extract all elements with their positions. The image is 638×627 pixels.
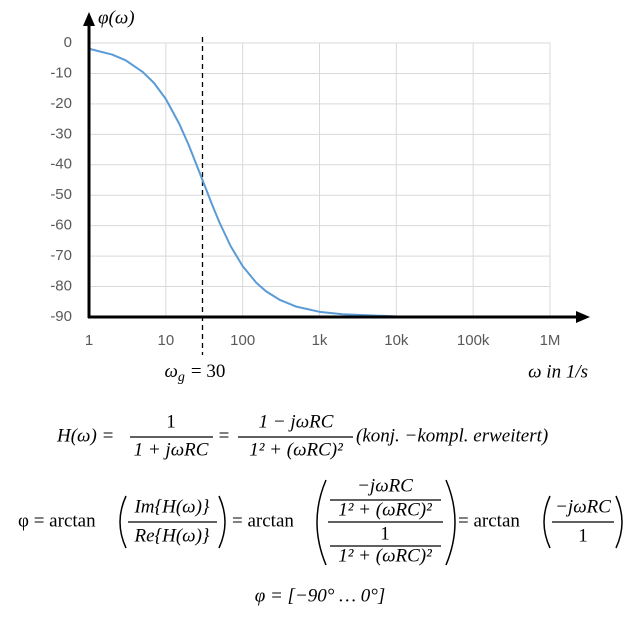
eq-text: = arctan	[232, 510, 294, 531]
y-tick-label: -80	[50, 278, 72, 295]
eq-text: 1 − jωRC	[259, 411, 334, 432]
equation-2: φ = arctan Im{H(ω)} Re{H(ω)} = arctan −j…	[18, 475, 623, 566]
y-tick-label: -50	[50, 186, 72, 203]
eq-text: 1² + (ωRC)²	[338, 499, 432, 520]
annotation-text: ω	[164, 361, 177, 382]
x-axis-label: ω in 1/s	[528, 361, 588, 382]
eq-text: φ = arctan	[18, 510, 96, 531]
x-tick-label: 1k	[312, 332, 328, 349]
eq-text: 1	[578, 525, 588, 546]
y-tick-label: -40	[50, 156, 72, 173]
eq-text: Re{H(ω)}	[133, 525, 209, 546]
eq-text: 1	[166, 411, 176, 432]
eq-text: (konj. −kompl. erweitert)	[356, 425, 548, 446]
eq-text: 1	[380, 523, 390, 544]
x-tick-label: 100	[230, 332, 255, 349]
eq-text: 1² + (ωRC)²	[338, 545, 432, 566]
y-tick-label: -60	[50, 217, 72, 234]
y-tick-label: -70	[50, 247, 72, 264]
eq-text: Im{H(ω)}	[133, 496, 209, 517]
x-tick-label: 1	[85, 332, 93, 349]
x-tick-label: 1M	[540, 332, 561, 349]
y-axis-label: φ(ω)	[98, 7, 135, 28]
chart: 0 -10 -20 -30 -40 -50 -60 -70 -80 -90 1 10 100 1k 10k 1…	[50, 34, 560, 385]
paren	[543, 495, 551, 549]
y-tick-label: -30	[50, 125, 72, 142]
eq-text: = arctan	[458, 510, 520, 531]
equation-3: φ = [−90° … 0°]	[255, 585, 386, 606]
paren	[119, 495, 127, 549]
eq-text: 1² + (ωRC)²	[249, 439, 343, 460]
y-axis-arrow	[83, 12, 95, 26]
equation-1: H(ω) = 1 1 + jωRC = 1 − jωRC 1² + (ωRC)²…	[56, 411, 548, 460]
eq-text: H(ω) =	[56, 425, 114, 446]
y-tick-label: -90	[50, 308, 72, 325]
y-tick-label: -10	[50, 64, 72, 81]
eq-text: 1 + jωRC	[134, 439, 209, 460]
data-line	[88, 47, 397, 318]
annotation-text: = 30	[191, 361, 225, 382]
y-tick-label: -20	[50, 95, 72, 112]
paren	[615, 495, 623, 549]
x-axis-arrow	[576, 311, 590, 323]
annotation-text: g	[178, 370, 185, 385]
eq-text: −jωRC	[555, 496, 611, 517]
eq-text: −jωRC	[357, 475, 413, 496]
annotation-label: ωg = 30	[164, 361, 225, 385]
paren	[316, 479, 327, 566]
x-tick-label: 10k	[384, 332, 409, 349]
eq-text: =	[219, 425, 230, 446]
x-tick-label: 10	[157, 332, 174, 349]
paren	[218, 495, 226, 549]
paren	[445, 479, 456, 566]
y-tick-label: 0	[64, 34, 72, 51]
x-tick-label: 100k	[457, 332, 490, 349]
